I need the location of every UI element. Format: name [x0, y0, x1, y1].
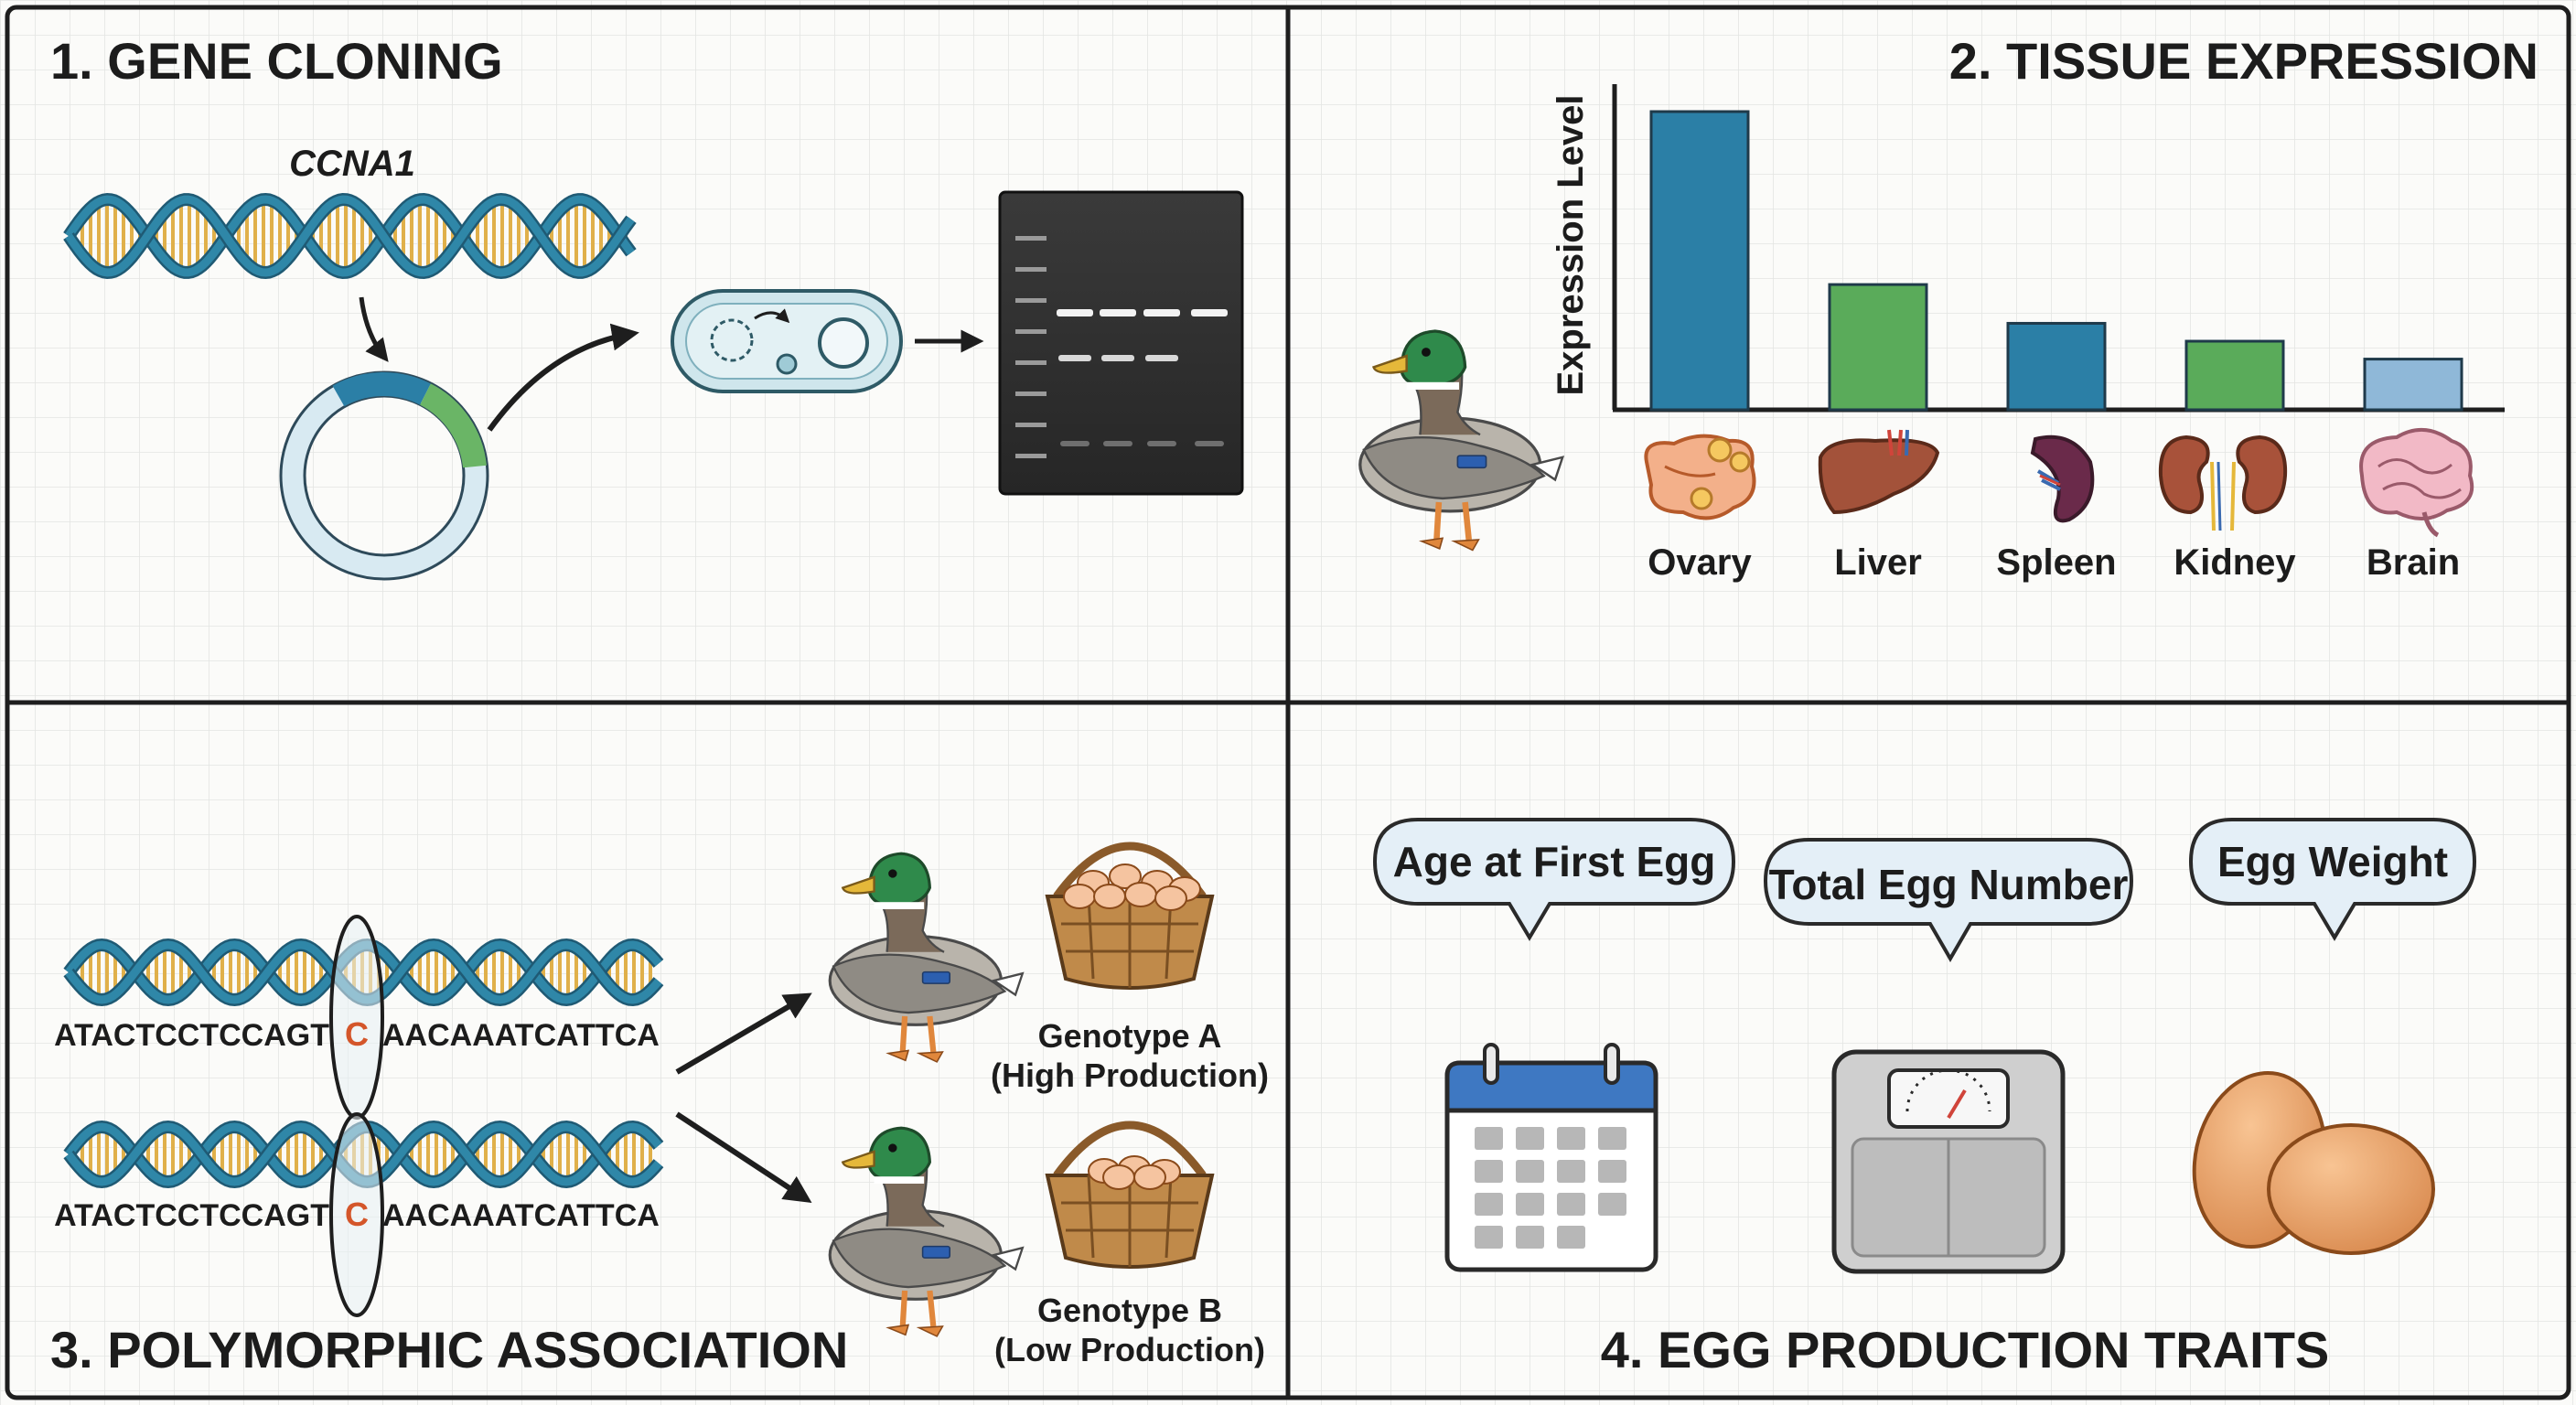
kidney-icon [2158, 434, 2288, 531]
panel-1-title: 1. GENE CLONING [50, 32, 503, 90]
bar-brain [2363, 358, 2463, 412]
sequence-a-right: AACAAATCATTCA [382, 1018, 660, 1053]
genotype-a-label: Genotype A [1038, 1017, 1222, 1055]
sequence-b-right: AACAAATCATTCA [382, 1198, 660, 1233]
panel-polymorphic-association: 3. POLYMORPHIC ASSOCIATION ATACTCCTCCAGT… [50, 846, 1269, 1378]
panel-egg-production-traits: 4. EGG PRODUCTION TRAITS Age at First Eg… [1372, 818, 2477, 1378]
sequence-b-left: ATACTCCTCCAGT [54, 1198, 329, 1233]
weighing-scale-icon [1831, 1049, 2066, 1274]
speech-bubble-total: Total Egg Number [1763, 838, 2134, 962]
x-label-liver: Liver [1834, 542, 1922, 583]
snp-allele-a: C [345, 1015, 369, 1053]
genotype-b-note: (Low Production) [994, 1331, 1265, 1368]
trait-total-egg-number: Total Egg Number [1769, 861, 2129, 908]
calendar-icon [1444, 1043, 1658, 1272]
ovary-icon [1644, 434, 1756, 520]
snp-highlight-ellipse [329, 1112, 384, 1317]
sequence-a-left: ATACTCCTCCAGT [54, 1018, 329, 1053]
x-tick-labels: Ovary Liver Spleen Kidney Brain [1648, 542, 2460, 583]
bacterium-icon [671, 289, 903, 393]
speech-bubble-age: Age at First Egg [1372, 818, 1736, 941]
panel-gene-cloning: 1. GENE CLONING CCNA1 [50, 32, 1244, 581]
panel-3-title: 3. POLYMORPHIC ASSOCIATION [50, 1321, 848, 1378]
x-label-kidney: Kidney [2174, 542, 2296, 583]
panel-4-title: 4. EGG PRODUCTION TRAITS [1601, 1321, 2330, 1378]
egg-basket-half-icon [1047, 1125, 1212, 1267]
expression-bar-chart: Expression Level Ovary Liver Spleen Kidney B… [1551, 84, 2505, 583]
dna-helix-icon [63, 192, 637, 280]
speech-bubble-weight: Egg Weight [2188, 818, 2477, 941]
arrow-to-genotype-b-icon [675, 1111, 812, 1203]
arrow-to-bacterium-icon [487, 323, 639, 432]
genotype-a-note: (High Production) [991, 1056, 1269, 1094]
bars [1649, 110, 2463, 412]
eggs-icon [2192, 1070, 2435, 1255]
x-label-brain: Brain [2367, 542, 2460, 583]
liver-icon [1818, 429, 1940, 515]
panel-2-title: 2. TISSUE EXPRESSION [1949, 32, 2538, 90]
organ-icons [1644, 427, 2474, 538]
bar-spleen [2006, 321, 2107, 412]
snp-allele-b: C [345, 1196, 369, 1233]
trait-egg-weight: Egg Weight [2217, 838, 2448, 885]
arrow-down-icon [359, 296, 389, 362]
arrow-to-genotype-a-icon [675, 992, 812, 1075]
x-label-spleen: Spleen [1996, 542, 2116, 583]
plasmid-icon [279, 370, 489, 581]
bar-ovary [1649, 110, 1750, 412]
gel-electrophoresis-image [998, 190, 1244, 496]
sequence-a: ATACTCCTCCAGT C AACAAATCATTCA [54, 1015, 660, 1053]
bar-liver [1828, 283, 1928, 412]
egg-basket-full-icon [1047, 846, 1212, 988]
trait-age-at-first-egg: Age at First Egg [1393, 838, 1716, 885]
bar-kidney [2184, 339, 2285, 412]
x-label-ovary: Ovary [1648, 542, 1752, 583]
sequence-b: ATACTCCTCCAGT C AACAAATCATTCA [54, 1196, 660, 1233]
brain-icon [2359, 427, 2474, 538]
gene-label: CCNA1 [289, 144, 415, 184]
panel-tissue-expression: 2. TISSUE EXPRESSION Expression Level Ov… [1360, 32, 2538, 583]
genotype-b-label: Genotype B [1037, 1292, 1222, 1329]
y-axis-label: Expression Level [1551, 94, 1591, 395]
spleen-icon [2030, 434, 2095, 523]
